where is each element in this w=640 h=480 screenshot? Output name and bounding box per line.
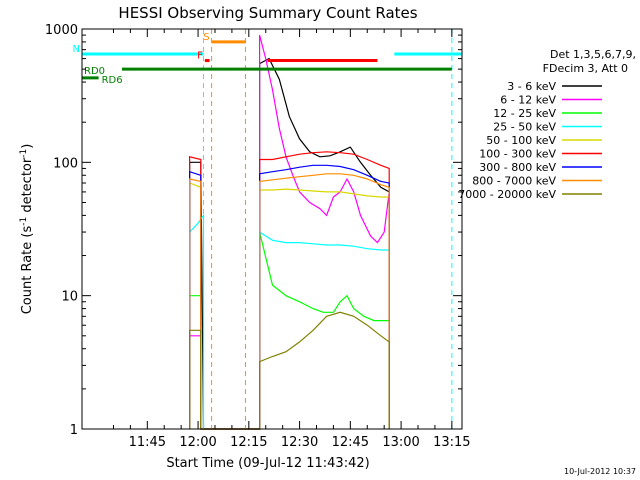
y-axis-label: Count Rate (s-1 detector-1) — [19, 144, 35, 315]
x-tick-label: 12:30 — [281, 435, 318, 450]
legend: Det 1,3,5,6,7,9, FDecim 3, Att 0 3 - 6 k… — [458, 48, 636, 201]
legend-label-25-50-kev: 25 - 50 keV — [493, 121, 556, 134]
legend-label-7000-20000-kev: 7000 - 20000 keV — [458, 188, 556, 201]
legend-label-12-25-kev: 12 - 25 keV — [493, 107, 556, 120]
state-label-n: N — [73, 44, 80, 55]
state-label-rd6: RD6 — [102, 75, 123, 86]
y-tick-layer: 1 10 100 1000 — [45, 23, 462, 438]
plot-frame — [81, 28, 463, 430]
y-tick-label: 10 — [61, 290, 78, 305]
y-tick-label: 1 — [70, 423, 78, 438]
x-tick-label: 12:45 — [332, 435, 369, 450]
series-line-7000-20000-kev — [189, 311, 390, 430]
legend-label-800-7000-kev: 800 - 7000 keV — [472, 175, 556, 188]
series-line-12-25-kev — [189, 231, 390, 430]
series-line-100-300-kev — [189, 151, 390, 430]
x-tick-label: 13:15 — [433, 435, 470, 450]
state-label-f: F — [197, 51, 203, 62]
series-line-3-6-kev — [189, 57, 390, 430]
series-line-50-100-kev — [189, 182, 390, 430]
legend-label-6-12-kev: 6 - 12 keV — [500, 94, 556, 107]
legend-header-line-1: Det 1,3,5,6,7,9, — [550, 48, 636, 61]
chart-title: HESSI Observing Summary Count Rates — [118, 4, 417, 22]
x-tick-layer: 11:45 12:00 12:15 12:30 12:45 13:00 13:15 — [112, 29, 471, 450]
x-tick-label: 12:00 — [179, 435, 216, 450]
series-line-6-12-kev — [189, 34, 390, 430]
state-label-s: S — [203, 32, 209, 43]
marker-layer — [202, 29, 453, 429]
legend-header-line-2: FDecim 3, Att 0 — [543, 62, 628, 75]
y-tick-label: 1000 — [45, 23, 78, 38]
x-tick-label: 12:15 — [230, 435, 267, 450]
state-label-rd0: RD0 — [84, 66, 105, 77]
legend-label-3-6-kev: 3 - 6 keV — [507, 80, 556, 93]
footer-date: 10-Jul-2012 10:37 — [564, 467, 636, 476]
legend-label-300-800-kev: 300 - 800 keV — [479, 161, 556, 174]
legend-label-100-300-kev: 100 - 300 keV — [479, 148, 556, 161]
x-tick-label: 11:45 — [129, 435, 166, 450]
y-tick-label: 100 — [53, 156, 78, 171]
legend-label-50-100-kev: 50 - 100 keV — [486, 134, 556, 147]
x-axis-label: Start Time (09-Jul-12 11:43:42) — [166, 456, 369, 471]
series-layer — [189, 34, 390, 430]
x-tick-label: 13:00 — [382, 435, 419, 450]
series-line-25-50-kev — [189, 213, 390, 430]
